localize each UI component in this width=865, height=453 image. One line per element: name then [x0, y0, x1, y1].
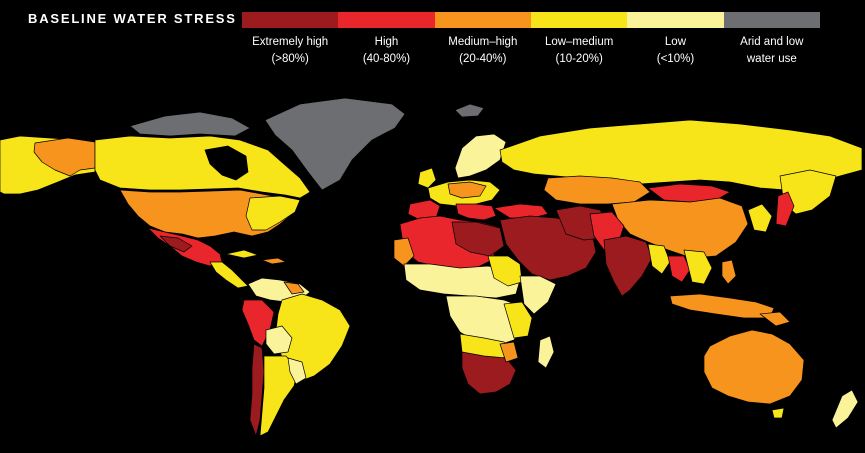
- region-png: [759, 311, 791, 327]
- legend-label-line1: Low–medium: [544, 36, 614, 48]
- legend-item-arid: Arid and low water use: [723, 12, 820, 68]
- legend-label-line2: (<10%): [656, 53, 695, 65]
- region-indochina: [683, 249, 713, 285]
- legend-swatch-medium-high: [434, 12, 531, 28]
- region-libya-egypt: [451, 221, 505, 257]
- legend-item-low: Low (<10%): [627, 12, 724, 68]
- region-sahel: [403, 263, 521, 299]
- region-madagascar: [537, 335, 555, 369]
- legend-label-line1: Low: [664, 36, 687, 48]
- region-turkey: [493, 203, 549, 219]
- legend-label-line2: (20-40%): [459, 53, 507, 65]
- region-mongolia: [647, 183, 731, 203]
- region-venezuela: [283, 281, 305, 295]
- legend-label-line1: Extremely high: [252, 36, 329, 48]
- legend-item-low-medium: Low–medium (10-20%): [530, 12, 628, 68]
- region-bolivia: [265, 325, 293, 355]
- legend-label: Extremely high (>80%): [252, 34, 328, 68]
- region-cuba: [225, 249, 259, 259]
- region-alaska-west: [33, 137, 96, 177]
- region-india: [603, 235, 653, 297]
- legend-swatch-extremely-high: [242, 12, 339, 28]
- region-hudson-bay: [204, 145, 249, 181]
- region-scandinavia: [454, 133, 507, 179]
- legend-swatch-low-medium: [530, 12, 628, 28]
- region-mexico-north: [159, 235, 193, 253]
- legend-label-line2: (>80%): [271, 53, 309, 65]
- region-china: [611, 197, 749, 259]
- region-korea-japan: [747, 203, 773, 233]
- region-southeast-asia: [667, 255, 691, 283]
- legend-label-line2: (10-20%): [555, 53, 603, 65]
- region-mozambique: [499, 341, 519, 363]
- legend-label-line2: (40-80%): [362, 53, 411, 65]
- region-japan: [775, 191, 795, 227]
- region-horn-of-africa: [519, 275, 557, 315]
- region-indonesia: [669, 293, 775, 319]
- region-svalbard: [454, 103, 485, 118]
- legend-label-line1: Medium–high: [448, 36, 518, 48]
- region-new-zealand: [831, 389, 859, 429]
- legend-item-high: High (40-80%): [338, 12, 435, 68]
- region-paraguay-uruguay: [287, 357, 307, 385]
- region-central-europe: [447, 181, 487, 199]
- region-bangladesh-myanmar: [647, 243, 671, 275]
- region-chile: [249, 343, 265, 437]
- legend-label: Medium–high (20-40%): [448, 34, 517, 68]
- legend-swatch-high: [338, 12, 435, 28]
- region-caribbean: [261, 257, 287, 265]
- legend: Extremely high (>80%) High (40-80%) Medi…: [242, 12, 820, 68]
- legend-label: Low (<10%): [657, 34, 694, 68]
- legend-label-line1: High: [374, 36, 399, 48]
- legend-label: High (40-80%): [363, 34, 410, 68]
- region-greenland: [264, 97, 406, 191]
- legend-item-medium-high: Medium–high (20-40%): [434, 12, 531, 68]
- region-east-africa: [503, 301, 533, 339]
- region-australia: [703, 329, 805, 405]
- region-philippines: [721, 259, 737, 285]
- world-map: [0, 97, 863, 437]
- region-central-america: [209, 261, 249, 289]
- legend-label-line1: Arid and low: [740, 36, 804, 48]
- region-usa-east: [245, 195, 301, 231]
- region-arctic-islands: [129, 111, 251, 137]
- legend-swatch-arid: [723, 12, 820, 28]
- legend-swatch-low: [627, 12, 724, 28]
- region-western-sahara: [393, 237, 415, 267]
- region-tasmania: [771, 407, 785, 419]
- legend-item-extremely-high: Extremely high (>80%): [242, 12, 339, 68]
- region-canada: [94, 135, 311, 199]
- region-italy-balkans: [455, 203, 497, 221]
- region-uk-ireland: [417, 167, 437, 189]
- region-southern-africa: [461, 351, 517, 395]
- map-title: BASELINE WATER STRESS: [28, 11, 237, 26]
- legend-label-line2: water use: [746, 53, 797, 65]
- region-central-africa: [445, 295, 525, 347]
- legend-label: Arid and low water use: [740, 34, 803, 68]
- legend-label: Low–medium (10-20%): [545, 34, 613, 68]
